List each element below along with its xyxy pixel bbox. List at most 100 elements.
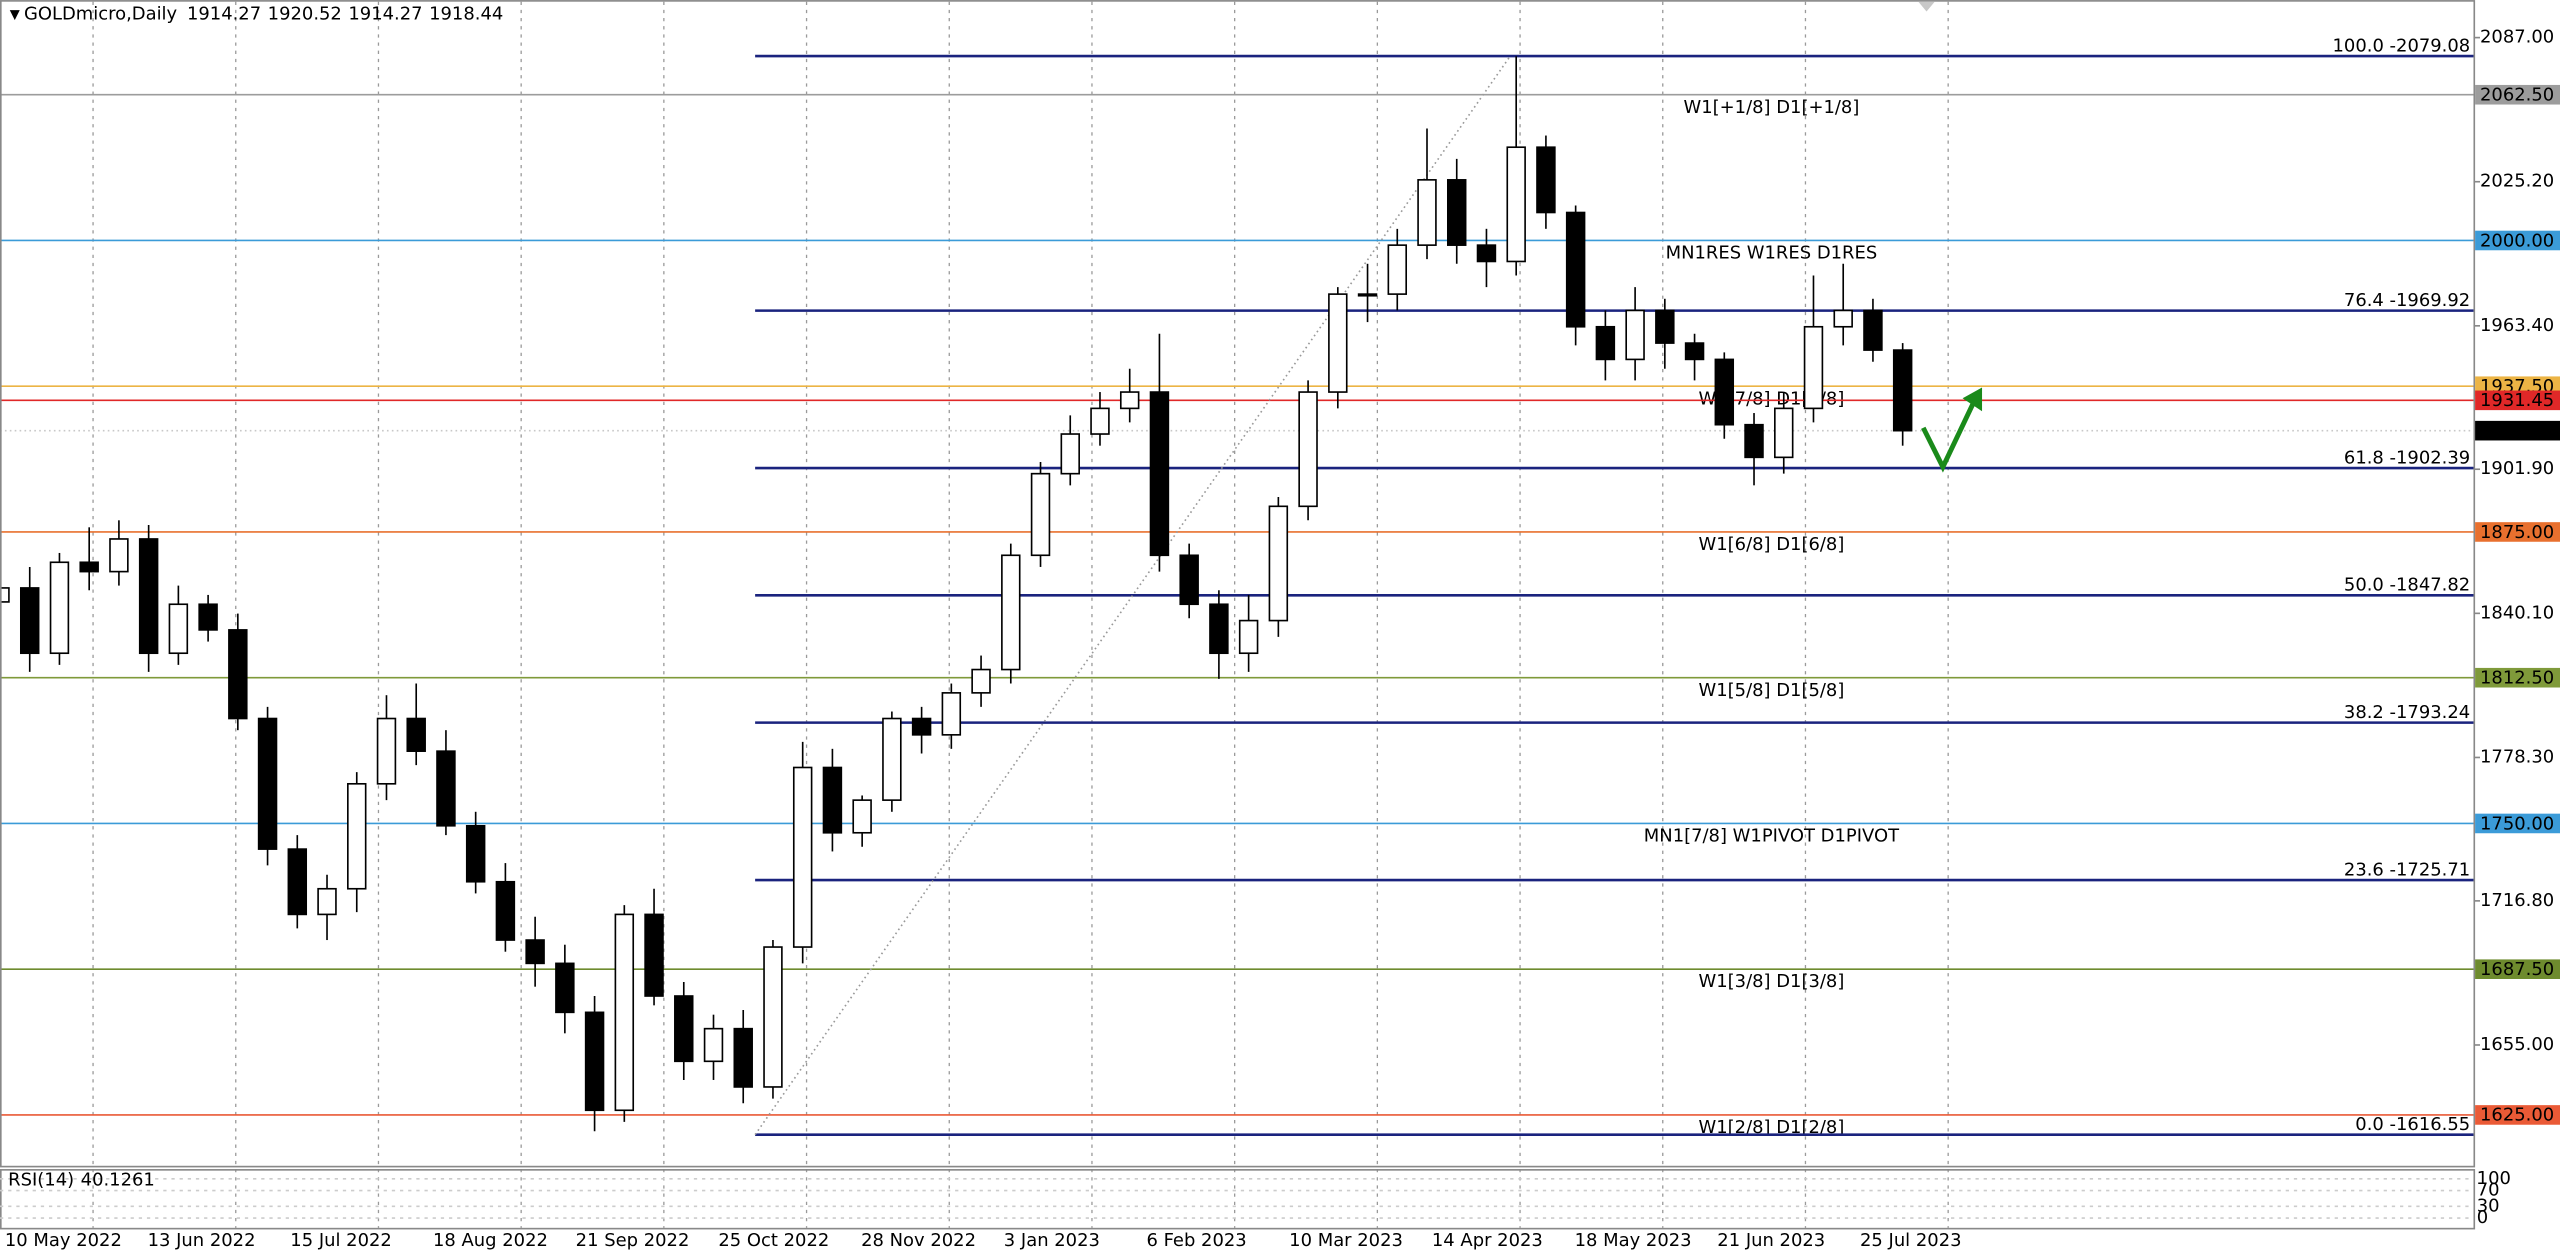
candle-body xyxy=(168,603,189,655)
price-tag-label: 1687.50 xyxy=(2480,959,2554,980)
x-tick-label: 18 Aug 2022 xyxy=(433,1230,548,1251)
x-tick-label: 21 Jun 2023 xyxy=(1717,1230,1825,1251)
y-tick-label: 2025.20 xyxy=(2480,171,2554,192)
fibonacci: 100.0 -2079.08 76.4 -1969.92 61.8 -1902.39… xyxy=(754,35,2474,1136)
candle-body xyxy=(1892,349,1913,432)
candle-body xyxy=(1536,146,1556,214)
fib-trend xyxy=(754,55,1511,1136)
candle-body xyxy=(1238,619,1259,655)
candle-body xyxy=(198,603,218,631)
candle-body xyxy=(644,913,664,997)
candle-body xyxy=(1625,309,1645,361)
candle-body xyxy=(49,561,70,655)
x-tick-label: 14 Apr 2023 xyxy=(1432,1230,1543,1251)
fib-label: 0.0 -1616.55 xyxy=(2355,1114,2470,1135)
shift-marker xyxy=(1918,1,1935,12)
candle-body xyxy=(406,717,426,752)
price-tag-label: 1750.00 xyxy=(2480,813,2554,834)
candle-body xyxy=(19,587,40,655)
candle-body xyxy=(703,1027,724,1063)
candle-body xyxy=(525,939,545,965)
candle-body xyxy=(584,1011,605,1112)
candle-body xyxy=(763,946,783,1088)
level-text: MN1RES W1RES D1RES xyxy=(1666,243,1878,264)
candle-body xyxy=(1655,309,1675,344)
y-tick-label: 1840.10 xyxy=(2480,602,2554,623)
x-tick-label: 10 May 2022 xyxy=(5,1230,122,1251)
menu-triangle: ▼ xyxy=(10,7,24,22)
fib-label: 61.8 -1902.39 xyxy=(2344,447,2470,468)
price-tag-label: 2062.50 xyxy=(2480,85,2554,106)
price-tag xyxy=(2475,84,2560,105)
price-tag xyxy=(2475,813,2560,834)
candle-body xyxy=(911,717,932,736)
candle-body xyxy=(138,538,159,655)
x-tick-label: 3 Jan 2023 xyxy=(1004,1230,1100,1251)
x-tick-label: 25 Oct 2022 xyxy=(718,1230,829,1251)
y-tick-label: 1963.40 xyxy=(2480,315,2554,336)
candle-body xyxy=(1476,244,1497,263)
arrow-head xyxy=(1962,387,1983,412)
ohlc-close: 1918.44 xyxy=(429,4,503,25)
chart-header: ▼ GOLDmicro,Daily 1914.27 1920.52 1914.27 19… xyxy=(10,4,504,25)
symbol: GOLDmicro,Daily xyxy=(24,4,178,25)
candle-body xyxy=(257,717,278,850)
candle-body xyxy=(1803,325,1824,410)
candle-body xyxy=(614,913,635,1112)
y-tick-label: 1716.80 xyxy=(2480,890,2554,911)
candle-body xyxy=(822,766,843,834)
candle-body xyxy=(971,668,991,694)
price-tag-label: 2000.00 xyxy=(2480,230,2554,251)
candle-body xyxy=(1209,603,1229,655)
candle-body xyxy=(465,824,486,883)
x-tick-label: 18 May 2023 xyxy=(1575,1230,1692,1251)
candle-body xyxy=(1298,391,1318,508)
candle-body xyxy=(376,717,397,785)
signal-arrow xyxy=(1921,387,1983,473)
candle-body xyxy=(347,782,367,890)
candle-body xyxy=(1744,423,1764,459)
price-tag xyxy=(2475,390,2560,411)
price-tag xyxy=(2475,230,2560,251)
price-tag-label: 1918.44 xyxy=(2480,420,2554,441)
rsi-frame xyxy=(0,1169,2476,1230)
candle-body xyxy=(1863,309,1883,351)
candle-body xyxy=(882,717,902,801)
level-text: W1[+1/8] D1[+1/8] xyxy=(1683,97,1859,118)
candle-body xyxy=(109,538,129,573)
candle-body xyxy=(317,887,337,916)
x-tick-label: 25 Jul 2023 xyxy=(1860,1230,1962,1251)
x-tick-label: 13 Jun 2022 xyxy=(148,1230,256,1251)
candle-body xyxy=(1833,309,1853,328)
rsi-tick-label: 0 xyxy=(2477,1207,2488,1228)
fib-label: 38.2 -1793.24 xyxy=(2344,702,2470,723)
candle-body xyxy=(287,848,308,916)
rsi-tick-label: 30 xyxy=(2477,1195,2500,1216)
candle-body xyxy=(79,561,99,573)
candle-body xyxy=(674,995,694,1063)
price-tag xyxy=(2475,522,2560,542)
candle-body xyxy=(1119,391,1140,410)
candle-body xyxy=(1357,293,1378,297)
candle-body xyxy=(1417,179,1437,246)
fib-label: 76.4 -1969.92 xyxy=(2344,290,2470,311)
candle-body xyxy=(1714,358,1735,426)
y-tick-label: 1778.30 xyxy=(2480,746,2554,767)
ohlc-open: 1914.27 xyxy=(187,4,261,25)
x-tick-label: 15 Jul 2022 xyxy=(290,1230,392,1251)
y-tick-label: 2087.00 xyxy=(2480,27,2554,48)
candle-body xyxy=(1774,407,1794,459)
candle-body xyxy=(1595,325,1616,361)
candle-body xyxy=(1001,554,1021,671)
candle-body xyxy=(1030,472,1051,557)
candle-body xyxy=(1179,554,1199,606)
candle-body xyxy=(1446,179,1467,246)
ohlc-high: 1920.52 xyxy=(268,4,342,25)
price-tag-label: 1931.45 xyxy=(2480,390,2554,411)
x-tick-label: 10 Mar 2023 xyxy=(1289,1230,1403,1251)
candle-body xyxy=(1060,433,1080,475)
level-text: W1[3/8] D1[3/8] xyxy=(1699,971,1845,992)
rsi-value: 40.1261 xyxy=(81,1169,155,1190)
